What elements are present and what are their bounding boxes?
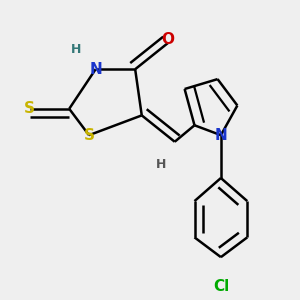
- Text: N: N: [89, 62, 102, 77]
- Text: S: S: [83, 128, 94, 143]
- Text: S: S: [24, 101, 35, 116]
- Text: H: H: [156, 158, 167, 171]
- Text: H: H: [70, 43, 81, 56]
- Text: Cl: Cl: [213, 279, 229, 294]
- Text: N: N: [214, 128, 227, 143]
- Text: O: O: [162, 32, 175, 47]
